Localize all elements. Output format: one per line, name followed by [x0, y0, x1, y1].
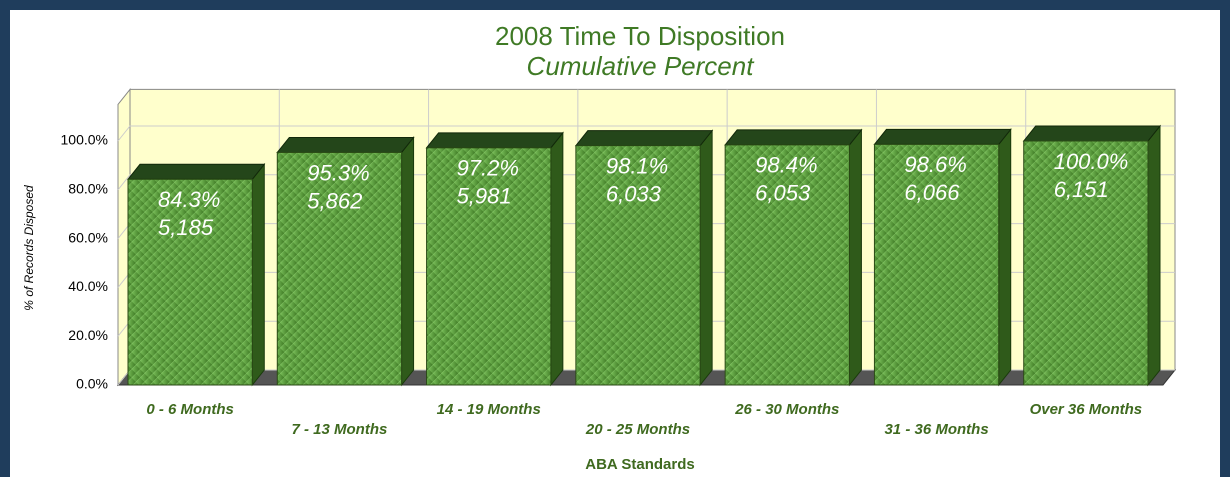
value-label: 98.1%: [606, 153, 668, 178]
value-label: 100.0%: [1054, 149, 1129, 174]
bar: [127, 178, 253, 386]
bar-side: [848, 128, 862, 387]
value-label: 98.6%: [904, 152, 966, 177]
value-label: 98.4%: [755, 153, 817, 178]
count-label: 6,033: [606, 181, 662, 206]
x-tick-label: 31 - 36 Months: [884, 421, 988, 438]
value-label: 84.3%: [158, 187, 220, 212]
bar: [873, 143, 1000, 386]
x-tick-label: 26 - 30 Months: [734, 401, 839, 418]
grid-line: [117, 125, 1175, 142]
y-tick-label: 100.0%: [61, 132, 108, 148]
x-tick-label: Over 36 Months: [1030, 401, 1143, 418]
bar-side: [998, 127, 1012, 387]
bar: [426, 147, 552, 386]
y-tick-label: 40.0%: [68, 278, 108, 294]
bar: [575, 145, 701, 386]
count-label: 6,066: [904, 180, 960, 205]
x-tick-label: 7 - 13 Months: [291, 421, 387, 438]
y-tick-label: 80.0%: [68, 181, 108, 197]
x-axis-title: ABA Standards: [585, 456, 694, 473]
count-label: 6,151: [1054, 177, 1109, 202]
y-tick-label: 20.0%: [68, 327, 108, 343]
chart-title: 2008 Time To Disposition: [495, 21, 785, 51]
bar-top: [425, 132, 564, 149]
bar-side: [550, 131, 564, 387]
count-label: 5,862: [307, 188, 362, 213]
bar-side: [401, 136, 415, 387]
count-label: 5,185: [158, 215, 214, 240]
bar-top: [724, 129, 863, 146]
bar-top: [574, 130, 714, 147]
bar: [276, 151, 403, 386]
bar-top: [126, 163, 266, 180]
x-tick-label: 14 - 19 Months: [437, 401, 541, 418]
count-label: 5,981: [457, 184, 512, 209]
chart-subtitle: Cumulative Percent: [527, 51, 756, 81]
value-label: 97.2%: [457, 156, 519, 181]
bar: [724, 144, 850, 386]
bar: [1023, 140, 1149, 386]
bar-side: [699, 129, 713, 387]
bar-side: [1147, 124, 1161, 387]
y-axis-title: % of Records Disposed: [22, 185, 36, 311]
y-tick-label: 0.0%: [76, 376, 108, 392]
bar-top: [873, 128, 1012, 145]
bar-top: [1022, 125, 1162, 142]
x-tick-label: 0 - 6 Months: [146, 401, 234, 418]
y-tick-label: 60.0%: [68, 229, 108, 245]
value-label: 95.3%: [307, 160, 369, 185]
bar-side: [251, 162, 265, 387]
bar-top: [276, 136, 415, 153]
count-label: 6,053: [755, 181, 811, 206]
x-tick-label: 20 - 25 Months: [585, 421, 690, 438]
